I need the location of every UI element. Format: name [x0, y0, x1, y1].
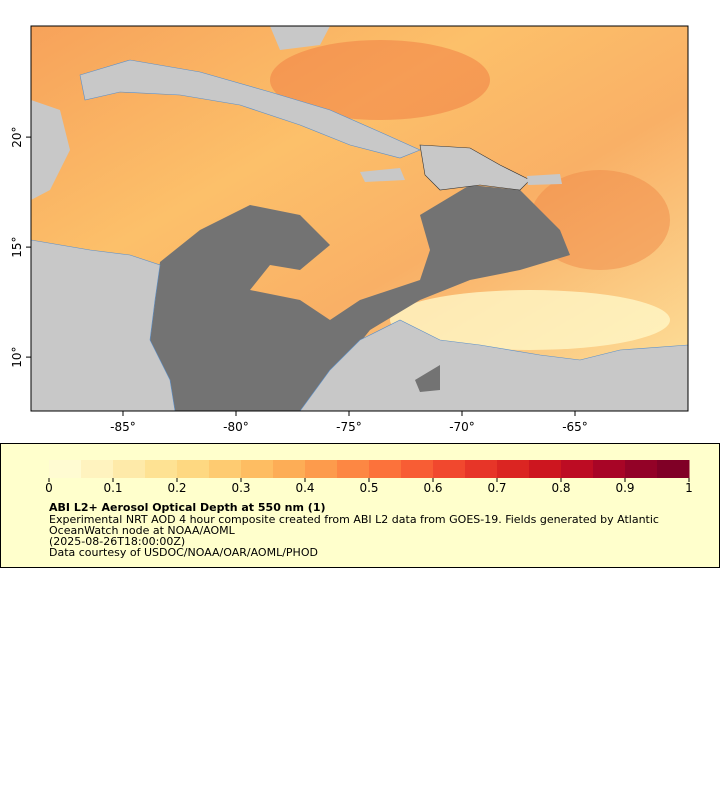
colorbar-swatch — [625, 460, 658, 478]
legend-text: Experimental NRT AOD 4 hour composite cr… — [49, 513, 659, 526]
colorbar-swatch — [337, 460, 370, 478]
colorbar-swatch — [465, 460, 498, 478]
colorbar-swatch — [49, 460, 82, 478]
colorbar-tick-label: 0.5 — [359, 481, 378, 495]
colorbar-swatch — [657, 460, 690, 478]
map-field — [31, 26, 688, 411]
colorbar-swatch — [305, 460, 338, 478]
land-puerto-rico — [527, 174, 562, 185]
colorbar-tick-label: 0.6 — [423, 481, 442, 495]
colorbar-swatch — [561, 460, 594, 478]
colorbar-tick-label: 0.7 — [487, 481, 506, 495]
colorbar-tick-label: 0.3 — [231, 481, 250, 495]
colorbar-tick-label: 1 — [685, 481, 693, 495]
x-tick-label: -70° — [449, 420, 475, 434]
land-south-america — [299, 319, 688, 411]
y-tick-label: 20° — [10, 126, 24, 147]
colorbar-swatch — [113, 460, 146, 478]
map-axes: -85° -80° -75° -70° -65° 10° 15° 20° — [10, 126, 588, 434]
colorbar-swatch — [401, 460, 434, 478]
no-data-lake — [415, 365, 440, 392]
land-yucatan — [31, 100, 70, 200]
y-tick-label: 10° — [10, 346, 24, 367]
colorbar-swatch — [433, 460, 466, 478]
legend-box: 0 0.1 0.2 0.3 0.4 0.5 0.6 0.7 0.8 0.9 1 ABI L2+ Ae… — [0, 443, 720, 568]
x-tick-label: -85° — [110, 420, 136, 434]
colorbar-swatch — [209, 460, 242, 478]
colorbar-swatch — [81, 460, 114, 478]
colorbar-tick-label: 0.8 — [551, 481, 570, 495]
y-tick-label: 15° — [10, 236, 24, 257]
colorbar-swatch — [497, 460, 530, 478]
legend-text: (2025-08-26T18:00:00Z) — [49, 535, 185, 548]
legend-title: ABI L2+ Aerosol Optical Depth at 550 nm … — [49, 501, 326, 514]
no-data-sea — [150, 185, 570, 411]
aod-high — [270, 40, 490, 120]
colorbar-swatch — [241, 460, 274, 478]
legend-text: OceanWatch node at NOAA/AOML — [49, 524, 236, 537]
map: -85° -80° -75° -70° -65° 10° 15° 20° — [10, 25, 689, 434]
land-bahamas — [270, 26, 330, 50]
colorbar-swatch — [145, 460, 178, 478]
colorbar-tick-label: 0.9 — [615, 481, 634, 495]
x-tick-label: -80° — [223, 420, 249, 434]
colorbar-swatch — [593, 460, 626, 478]
land-central-america — [31, 239, 176, 411]
x-tick-label: -75° — [336, 420, 362, 434]
colorbar-tick-label: 0.1 — [103, 481, 122, 495]
colorbar-swatch — [529, 460, 562, 478]
land-cuba — [79, 59, 421, 159]
colorbar-swatch — [273, 460, 306, 478]
map-frame — [30, 25, 689, 412]
colorbar-tick-label: 0.2 — [167, 481, 186, 495]
colorbar: 0 0.1 0.2 0.3 0.4 0.5 0.6 0.7 0.8 0.9 1 — [45, 460, 693, 495]
legend-text: Data courtesy of USDOC/NOAA/OAR/AOML/PHO… — [49, 546, 318, 559]
colorbar-tick-label: 0.4 — [295, 481, 314, 495]
aod-low — [390, 290, 670, 350]
colorbar-swatch — [177, 460, 210, 478]
land-jamaica — [360, 168, 405, 182]
land-hispaniola — [419, 144, 531, 191]
colorbar-swatch — [369, 460, 402, 478]
x-tick-label: -65° — [562, 420, 588, 434]
legend: 0 0.1 0.2 0.3 0.4 0.5 0.6 0.7 0.8 0.9 1 ABI L2+ Ae… — [45, 460, 693, 559]
colorbar-tick-label: 0 — [45, 481, 53, 495]
